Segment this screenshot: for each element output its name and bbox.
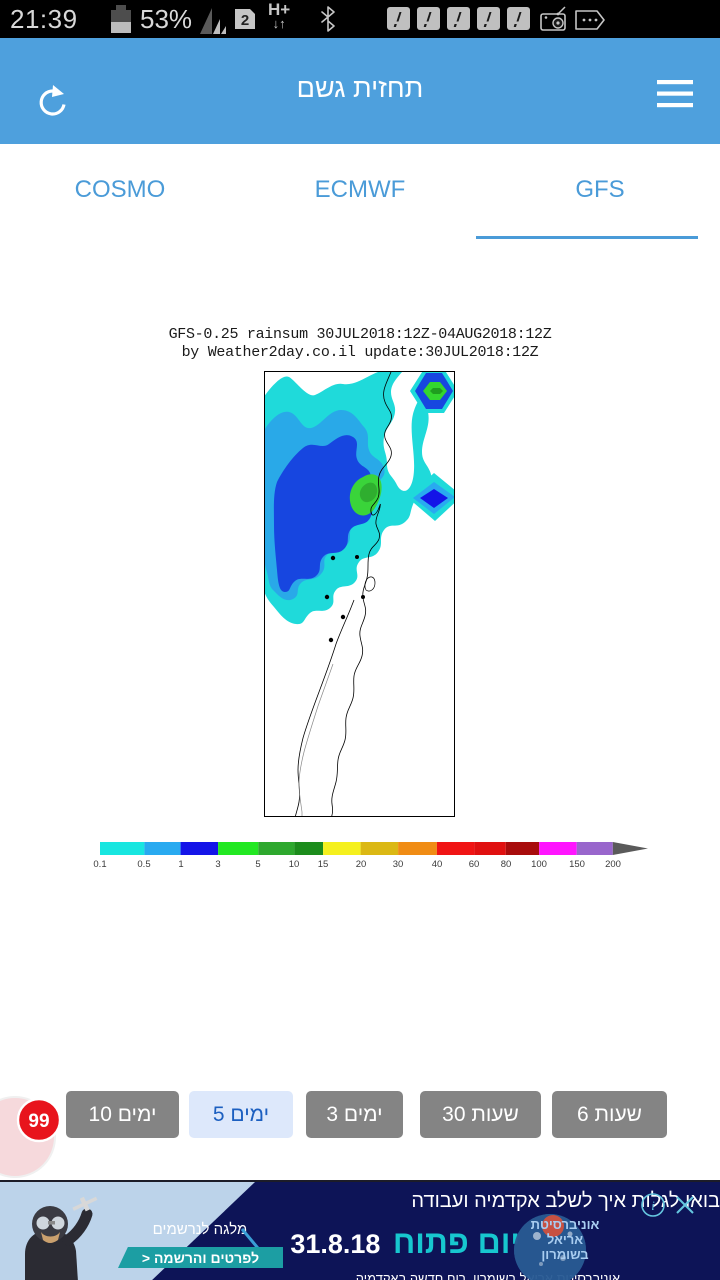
svg-text:0.1: 0.1 [93, 859, 106, 870]
svg-text:10: 10 [289, 859, 300, 870]
svg-text:1: 1 [178, 859, 183, 870]
svg-text:3: 3 [215, 859, 220, 870]
svg-text:0.5: 0.5 [137, 859, 150, 870]
svg-text:40: 40 [432, 859, 443, 870]
svg-text:i: i [651, 1198, 655, 1213]
svg-text:99: 99 [28, 1111, 49, 1132]
svg-text:15: 15 [318, 859, 329, 870]
svg-text:80: 80 [501, 859, 512, 870]
svg-text:20: 20 [356, 859, 367, 870]
svg-text:150: 150 [569, 859, 585, 870]
svg-text:200: 200 [605, 859, 621, 870]
svg-text:60: 60 [469, 859, 480, 870]
svg-text:2: 2 [241, 12, 249, 29]
svg-text:100: 100 [531, 859, 547, 870]
svg-text:5: 5 [255, 859, 260, 870]
svg-text:30: 30 [393, 859, 404, 870]
